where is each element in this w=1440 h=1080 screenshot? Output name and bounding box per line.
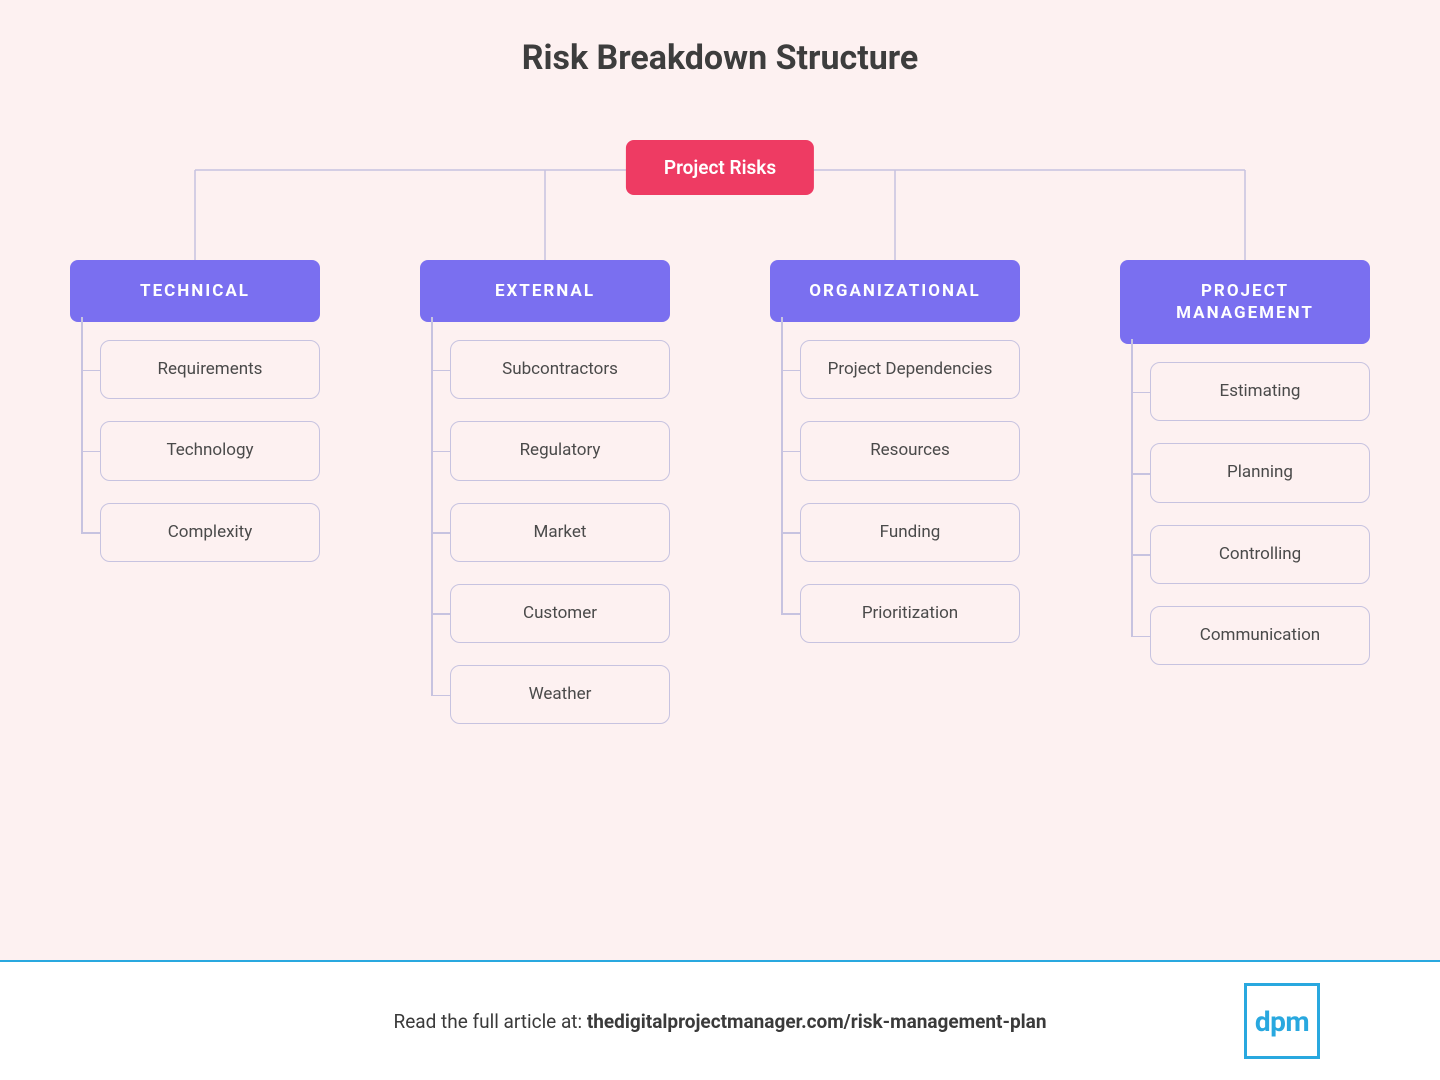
risk-item: Controlling — [1150, 525, 1370, 584]
footer-link[interactable]: thedigitalprojectmanager.com/risk-manage… — [587, 1010, 1047, 1033]
risk-item: Customer — [450, 584, 670, 643]
risk-item: Prioritization — [800, 584, 1020, 643]
category-items: Estimating Planning Controlling Communicati… — [1120, 344, 1370, 665]
risk-item: Weather — [450, 665, 670, 724]
category-items: Project Dependencies Resources Funding Prio… — [770, 322, 1020, 643]
risk-item: Complexity — [100, 503, 320, 562]
category-column: PROJECT MANAGEMENT Estimating Planning Cont… — [1120, 260, 1370, 746]
category-header: EXTERNAL — [420, 260, 670, 322]
risk-item: Market — [450, 503, 670, 562]
footer-text: Read the full article at: thedigitalproj… — [394, 1010, 1047, 1033]
category-items: Requirements Technology Complexity — [70, 322, 320, 562]
diagram-title: Risk Breakdown Structure — [0, 38, 1440, 78]
logo: dpm — [1244, 983, 1320, 1059]
risk-item: Funding — [800, 503, 1020, 562]
risk-item: Communication — [1150, 606, 1370, 665]
footer-prefix: Read the full article at: — [394, 1010, 587, 1033]
footer: Read the full article at: thedigitalproj… — [0, 962, 1440, 1080]
category-header: TECHNICAL — [70, 260, 320, 322]
risk-item: Technology — [100, 421, 320, 480]
risk-item: Subcontractors — [450, 340, 670, 399]
risk-item: Planning — [1150, 443, 1370, 502]
category-column: EXTERNAL Subcontractors Regulatory Market Cu… — [420, 260, 670, 746]
risk-item: Requirements — [100, 340, 320, 399]
diagram-canvas: Risk Breakdown Structure Project Risks T… — [0, 0, 1440, 960]
logo-text: dpm — [1255, 1005, 1309, 1038]
category-column: TECHNICAL Requirements Technology Complexit… — [70, 260, 320, 746]
category-header: ORGANIZATIONAL — [770, 260, 1020, 322]
risk-item: Resources — [800, 421, 1020, 480]
root-node: Project Risks — [626, 140, 814, 195]
categories-row: TECHNICAL Requirements Technology Complexit… — [0, 260, 1440, 746]
risk-item: Project Dependencies — [800, 340, 1020, 399]
risk-item: Regulatory — [450, 421, 670, 480]
category-header: PROJECT MANAGEMENT — [1120, 260, 1370, 344]
category-items: Subcontractors Regulatory Market Customer We… — [420, 322, 670, 724]
risk-item: Estimating — [1150, 362, 1370, 421]
category-column: ORGANIZATIONAL Project Dependencies Resour… — [770, 260, 1020, 746]
